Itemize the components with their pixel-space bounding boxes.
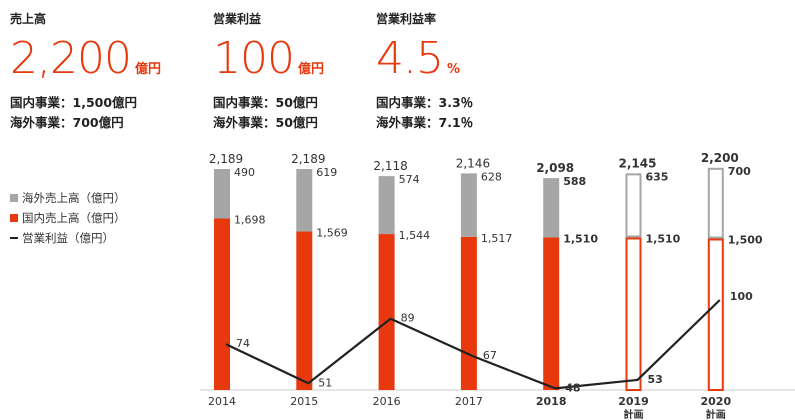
domestic-bar bbox=[214, 218, 230, 390]
domestic-value-label: 1,569 bbox=[316, 227, 348, 240]
profit-value-label: 89 bbox=[401, 312, 415, 325]
domestic-value-label: 1,544 bbox=[399, 229, 431, 242]
kpi-sales-domestic: 国内事業：1,500億円 bbox=[10, 95, 138, 110]
kpi-margin-main: 4.5% bbox=[376, 37, 473, 81]
legend-overseas-label: 海外売上高（億円） bbox=[22, 191, 126, 205]
overseas-value-label: 628 bbox=[481, 170, 502, 183]
kpi-profit-main: 100 億円 bbox=[213, 37, 324, 81]
profit-value-label: 48 bbox=[565, 381, 580, 394]
kpi-margin-title: 営業利益率 bbox=[376, 12, 437, 26]
domestic-bar bbox=[543, 237, 560, 390]
kpi-sales-main: 2,200 億円 bbox=[10, 37, 161, 81]
kpi-sales-overseas: 海外事業：700億円 bbox=[10, 115, 124, 130]
total-value-label: 2,189 bbox=[209, 152, 243, 166]
kpi-profit-value: 100 bbox=[213, 33, 295, 84]
overseas-bar bbox=[625, 173, 642, 238]
kpi-profit-domestic: 国内事業：50億円 bbox=[213, 95, 318, 110]
overseas-bar bbox=[543, 178, 560, 238]
profit-line-swatch bbox=[10, 237, 18, 239]
profit-value-label: 67 bbox=[483, 349, 497, 362]
total-value-label: 2,145 bbox=[619, 156, 657, 170]
kpi-profit-title: 営業利益 bbox=[213, 12, 262, 26]
overseas-value-label: 700 bbox=[728, 165, 751, 178]
overseas-bar bbox=[707, 167, 724, 239]
legend-profit-label: 営業利益（億円） bbox=[22, 231, 114, 245]
domestic-value-label: 1,510 bbox=[563, 232, 598, 245]
profit-value-label: 53 bbox=[648, 373, 663, 386]
kpi-profit-overseas: 海外事業：50億円 bbox=[213, 115, 318, 130]
legend-domestic-label: 国内売上高（億円） bbox=[22, 211, 126, 225]
overseas-value-label: 635 bbox=[646, 170, 669, 183]
overseas-bar bbox=[296, 169, 313, 232]
x-tick-label: 2014 bbox=[208, 395, 236, 408]
domestic-bar bbox=[707, 238, 724, 391]
domestic-swatch bbox=[10, 214, 18, 222]
domestic-bar bbox=[460, 236, 477, 390]
domestic-value-label: 1,500 bbox=[728, 234, 763, 247]
kpi-operating-profit: 営業利益 100 億円 国内事業：50億円 海外事業：50億円 bbox=[213, 10, 324, 133]
kpi-operating-margin: 営業利益率 4.5% 国内事業：3.3％ 海外事業：7.1％ bbox=[376, 10, 473, 133]
overseas-value-label: 588 bbox=[563, 175, 586, 188]
kpi-sales-title: 売上高 bbox=[10, 12, 47, 26]
kpi-sales-unit: 億円 bbox=[134, 62, 161, 77]
overseas-bar bbox=[378, 176, 395, 235]
overseas-bar bbox=[214, 169, 230, 219]
x-tick-label: 2016 bbox=[373, 395, 401, 408]
total-value-label: 2,146 bbox=[456, 156, 490, 170]
overseas-value-label: 490 bbox=[234, 166, 255, 179]
total-value-label: 2,118 bbox=[373, 159, 407, 173]
x-tick-label: 2018 bbox=[536, 395, 567, 408]
kpi-margin-overseas: 海外事業：7.1％ bbox=[376, 115, 474, 130]
total-value-label: 2,200 bbox=[701, 151, 739, 165]
domestic-value-label: 1,517 bbox=[481, 232, 513, 245]
overseas-bar bbox=[460, 173, 477, 237]
domestic-bar bbox=[378, 234, 395, 390]
domestic-bar bbox=[625, 237, 642, 391]
total-value-label: 2,189 bbox=[291, 152, 325, 166]
kpi-sales: 売上高 2,200 億円 国内事業：1,500億円 海外事業：700億円 bbox=[10, 10, 161, 133]
kpi-sales-value: 2,200 bbox=[10, 33, 132, 84]
x-tick-sublabel: 計画 bbox=[706, 408, 726, 420]
domestic-value-label: 1,510 bbox=[646, 232, 681, 245]
chart-legend: 海外売上高（億円） 国内売上高（億円） 営業利益（億円） bbox=[10, 188, 126, 248]
x-tick-label: 2020 bbox=[700, 395, 731, 408]
x-tick-label: 2019 bbox=[618, 395, 649, 408]
profit-value-label: 74 bbox=[236, 337, 250, 350]
legend-item-overseas: 海外売上高（億円） bbox=[10, 188, 126, 208]
x-tick-label: 2015 bbox=[290, 395, 318, 408]
profit-value-label: 51 bbox=[318, 376, 332, 389]
kpi-profit-unit: 億円 bbox=[297, 62, 324, 77]
x-tick-label: 2017 bbox=[455, 395, 483, 408]
kpi-margin-domestic: 国内事業：3.3％ bbox=[376, 95, 474, 110]
kpi-margin-unit: % bbox=[446, 62, 461, 77]
domestic-bar bbox=[296, 231, 313, 390]
overseas-swatch bbox=[10, 194, 18, 202]
overseas-value-label: 619 bbox=[316, 166, 337, 179]
overseas-value-label: 574 bbox=[399, 173, 420, 186]
legend-item-profit: 営業利益（億円） bbox=[10, 228, 126, 248]
total-value-label: 2,098 bbox=[536, 161, 574, 175]
domestic-value-label: 1,698 bbox=[234, 214, 266, 227]
legend-item-domestic: 国内売上高（億円） bbox=[10, 208, 126, 228]
kpi-margin-value: 4.5 bbox=[376, 33, 444, 84]
profit-value-label: 100 bbox=[730, 290, 753, 303]
x-tick-sublabel: 計画 bbox=[624, 408, 644, 420]
